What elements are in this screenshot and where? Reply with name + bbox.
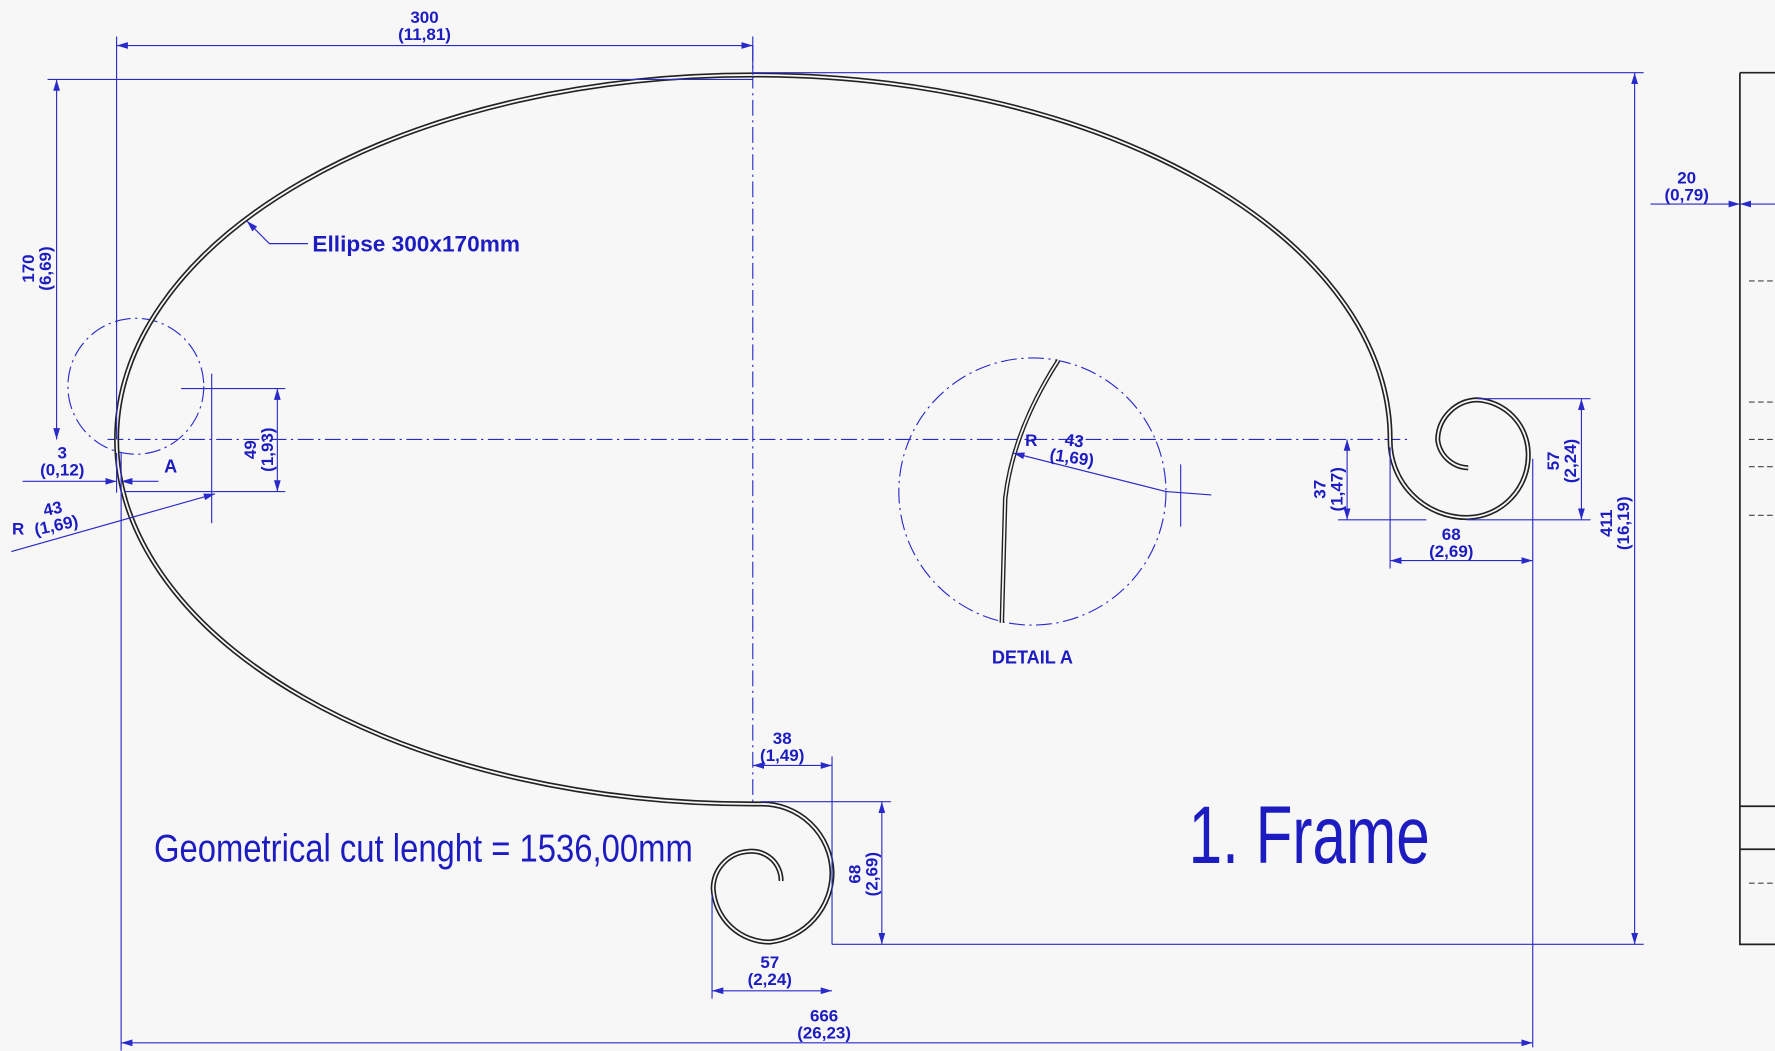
dimension-inch: (1,93) <box>258 427 277 471</box>
dimension-mm: 43 <box>1064 430 1085 451</box>
dimension-inch: (1,49) <box>760 746 804 765</box>
dimension-label: 3(0,12) <box>40 444 84 480</box>
dimension-label: 300(11,81) <box>398 8 451 44</box>
dimension-label: 170(6,69) <box>19 246 55 290</box>
dimension-mm: 3 <box>58 444 67 463</box>
dimension-mm: 300 <box>410 8 438 27</box>
dimension-mm: 37 <box>1311 480 1330 499</box>
dimension-mm: 38 <box>773 729 792 748</box>
dimension-line <box>11 493 216 553</box>
dimension-label: 666(26,23) <box>797 1006 851 1042</box>
dimension-mm: 68 <box>1442 525 1461 544</box>
dimension-inch: (6,69) <box>36 246 55 290</box>
dimension-mm: 43 <box>42 498 64 521</box>
dimension-mm: 57 <box>760 953 779 972</box>
cut-length: Geometrical cut lenght = 1536,00mm <box>154 828 693 871</box>
dimension-inch: (0,79) <box>1665 186 1709 205</box>
dimension-label: 49(1,93) <box>241 427 277 471</box>
dimension-mm: 666 <box>810 1006 838 1025</box>
dimension-label: 38(1,49) <box>760 729 804 765</box>
dimension-mm: 411 <box>1597 510 1616 537</box>
detail-marker: A <box>164 456 177 476</box>
dimension-inch: (2,69) <box>1429 542 1473 561</box>
dimension-label: 20(0,79) <box>1665 169 1709 205</box>
dimension-inch: (1,47) <box>1328 467 1347 511</box>
dimension-label: 57(2,24) <box>748 953 792 989</box>
dimension-label: 37(1,47) <box>1311 467 1347 511</box>
dimension-mm: 49 <box>241 440 260 459</box>
dimension-line <box>1013 452 1167 493</box>
detail-circle <box>67 317 205 455</box>
dimension-inch: (2,24) <box>1561 439 1580 483</box>
dimension-label: 68(2,69) <box>845 852 881 896</box>
detail-title: DETAIL A <box>992 648 1073 668</box>
dimension-inch: (26,23) <box>797 1023 851 1042</box>
leader <box>246 220 308 245</box>
dimension-mm: 57 <box>1544 452 1563 471</box>
dimension-mm: 20 <box>1677 169 1696 188</box>
dimension-label: 68(2,69) <box>1429 525 1473 561</box>
dimension-label: 411(16,19) <box>1597 496 1633 550</box>
dimension-inch: (11,81) <box>398 25 451 44</box>
part-title: 1. Frame <box>1189 790 1430 881</box>
dimension-mm: 170 <box>19 254 38 282</box>
extension-line <box>1165 490 1212 496</box>
radius-prefix: R <box>1025 431 1037 450</box>
ellipse-label: Ellipse 300x170mm <box>312 232 520 257</box>
dimension-inch: (0,12) <box>40 461 84 480</box>
dimension-inch: (2,24) <box>748 970 792 989</box>
dimension-inch: (16,19) <box>1614 496 1633 550</box>
dimension-label: 57(2,24) <box>1544 439 1580 483</box>
radius-prefix: R <box>12 520 24 539</box>
frame <box>114 71 1775 946</box>
dimension-inch: (2,69) <box>862 852 881 896</box>
dimension-mm: 68 <box>845 865 864 884</box>
